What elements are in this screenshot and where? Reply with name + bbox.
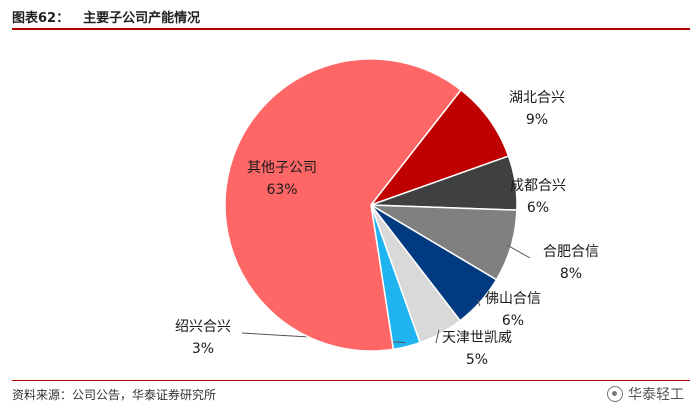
brand-name: 华泰轻工 [628, 387, 684, 403]
slice-value-label: 5% [466, 352, 488, 368]
slice-value-label: 3% [192, 341, 214, 357]
slice-name-label: 佛山合信 [485, 291, 541, 307]
header-rule [12, 28, 690, 30]
leader-line-3 [506, 244, 531, 259]
leader-line-4 [476, 299, 481, 307]
brand-watermark: 华泰轻工 [607, 384, 684, 404]
footer-rule [12, 380, 690, 381]
leader-line-5 [435, 329, 440, 344]
slice-name-label: 成都合兴 [510, 178, 566, 194]
pie-slice-1 [368, 88, 510, 207]
slice-value-label: 63% [266, 182, 297, 198]
slice-value-label: 8% [560, 266, 582, 282]
slice-value-label: 6% [527, 200, 549, 216]
slice-name-label: 其他子公司 [247, 160, 317, 176]
slice-name-label: 绍兴合兴 [175, 319, 231, 335]
wechat-icon [607, 386, 623, 402]
slice-name-label: 天津世凯威 [442, 330, 512, 346]
pie-slice-7 [224, 58, 462, 352]
slice-name-label: 合肥合信 [543, 244, 599, 260]
figure-header: 图表62： 主要子公司产能情况 [12, 4, 690, 28]
figure-number: 图表62： [12, 10, 70, 26]
pie-chart: 湖北合兴9%成都合兴6%合肥合信8%佛山合信6%天津世凯威5%绍兴合兴3%其他子… [175, 58, 599, 368]
slice-value-label: 9% [526, 112, 548, 128]
slice-value-label: 6% [502, 313, 524, 329]
slice-name-label: 湖北合兴 [509, 90, 565, 106]
source-note: 资料来源：公司公告，华泰证券研究所 [12, 388, 217, 402]
figure-title: 主要子公司产能情况 [83, 10, 201, 26]
